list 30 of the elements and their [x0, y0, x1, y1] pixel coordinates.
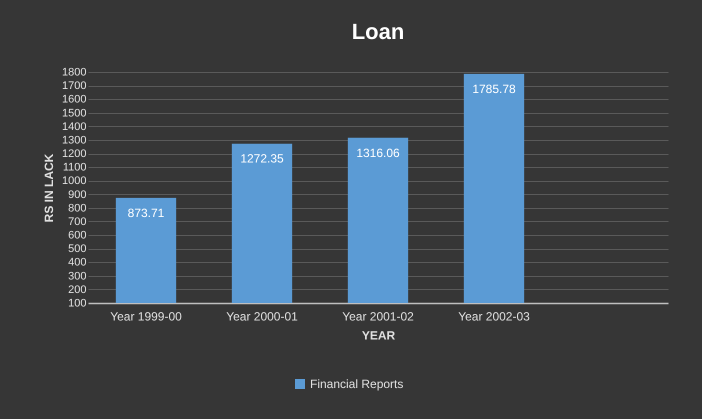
- x-tick-label: Year 2002-03: [458, 310, 530, 324]
- y-axis-title: RS IN LACK: [42, 153, 56, 222]
- y-tick-label: 500: [68, 243, 86, 256]
- y-tick-label: 400: [68, 256, 86, 269]
- x-tick-label: Year 2001-02: [342, 310, 414, 324]
- data-label: 1785.78: [472, 82, 516, 96]
- y-tick-label: 800: [68, 202, 86, 214]
- y-tick-label: 1700: [62, 80, 86, 92]
- data-label: 873.71: [128, 206, 165, 220]
- y-tick-label: 1300: [62, 134, 86, 146]
- data-label: 1316.06: [356, 146, 400, 160]
- x-tick-label: Year 1999-00: [110, 310, 182, 324]
- y-tick-label: 700: [68, 216, 86, 228]
- y-tick-label: 1200: [62, 148, 86, 160]
- y-tick-label: 1800: [62, 66, 86, 78]
- y-tick-label: 200: [68, 284, 86, 296]
- chart-title: Loan: [352, 19, 404, 44]
- y-tick-label: 600: [68, 230, 86, 242]
- y-tick-label: 300: [68, 270, 86, 282]
- y-tick-label: 1500: [62, 107, 86, 120]
- y-tick-label: 1400: [62, 120, 86, 133]
- x-tick-label: Year 2000-01: [226, 310, 298, 324]
- y-tick-label: 1100: [62, 162, 86, 174]
- x-axis-title: YEAR: [362, 328, 396, 342]
- y-tick-label: 100: [68, 298, 86, 310]
- legend-label: Financial Reports: [310, 377, 404, 391]
- y-tick-label: 900: [68, 188, 86, 201]
- y-tick-label: 1000: [62, 175, 86, 188]
- y-tick-label: 1600: [62, 94, 86, 106]
- data-label: 1272.35: [240, 152, 284, 166]
